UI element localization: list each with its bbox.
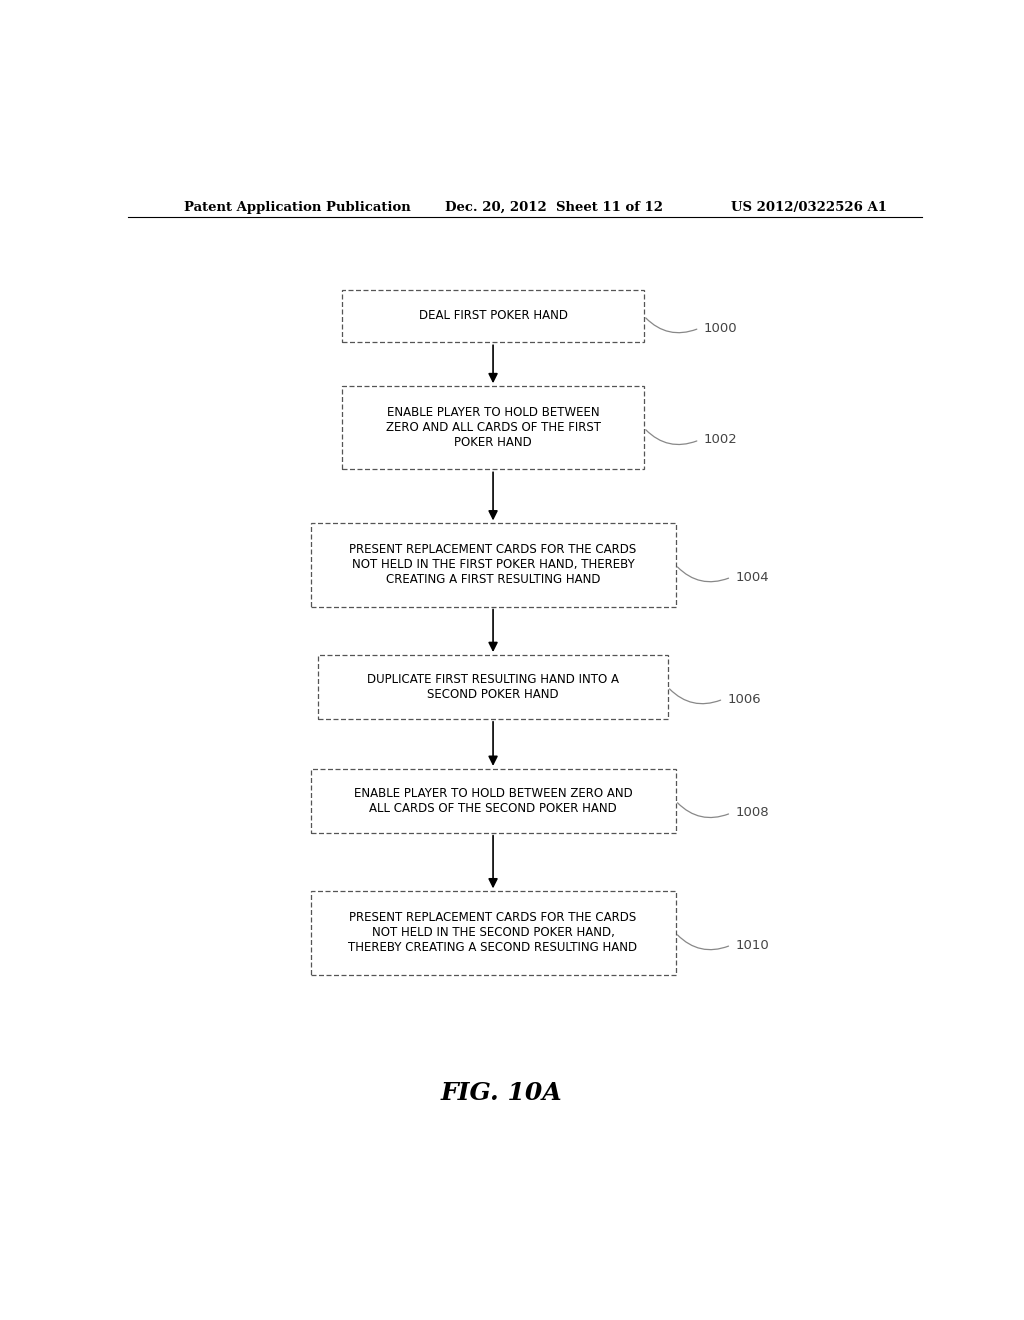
Bar <box>310 523 676 607</box>
Text: PRESENT REPLACEMENT CARDS FOR THE CARDS
NOT HELD IN THE SECOND POKER HAND,
THERE: PRESENT REPLACEMENT CARDS FOR THE CARDS … <box>348 911 638 954</box>
Text: 1004: 1004 <box>735 570 769 583</box>
Text: FIG. 10A: FIG. 10A <box>440 1081 562 1105</box>
Text: ENABLE PLAYER TO HOLD BETWEEN ZERO AND
ALL CARDS OF THE SECOND POKER HAND: ENABLE PLAYER TO HOLD BETWEEN ZERO AND A… <box>353 787 633 814</box>
Text: ENABLE PLAYER TO HOLD BETWEEN
ZERO AND ALL CARDS OF THE FIRST
POKER HAND: ENABLE PLAYER TO HOLD BETWEEN ZERO AND A… <box>386 407 600 449</box>
Bar <box>318 655 668 719</box>
Bar <box>342 385 644 470</box>
Text: PRESENT REPLACEMENT CARDS FOR THE CARDS
NOT HELD IN THE FIRST POKER HAND, THEREB: PRESENT REPLACEMENT CARDS FOR THE CARDS … <box>349 544 637 586</box>
Text: 1008: 1008 <box>735 807 769 820</box>
Text: US 2012/0322526 A1: US 2012/0322526 A1 <box>731 201 887 214</box>
Text: 1000: 1000 <box>703 322 737 335</box>
Text: 1002: 1002 <box>703 433 737 446</box>
Text: DUPLICATE FIRST RESULTING HAND INTO A
SECOND POKER HAND: DUPLICATE FIRST RESULTING HAND INTO A SE… <box>367 673 620 701</box>
Bar <box>310 891 676 974</box>
Text: Dec. 20, 2012  Sheet 11 of 12: Dec. 20, 2012 Sheet 11 of 12 <box>445 201 664 214</box>
Bar <box>342 289 644 342</box>
Text: DEAL FIRST POKER HAND: DEAL FIRST POKER HAND <box>419 309 567 322</box>
Text: Patent Application Publication: Patent Application Publication <box>183 201 411 214</box>
Bar <box>310 768 676 833</box>
Text: 1006: 1006 <box>727 693 761 706</box>
Text: 1010: 1010 <box>735 939 769 952</box>
